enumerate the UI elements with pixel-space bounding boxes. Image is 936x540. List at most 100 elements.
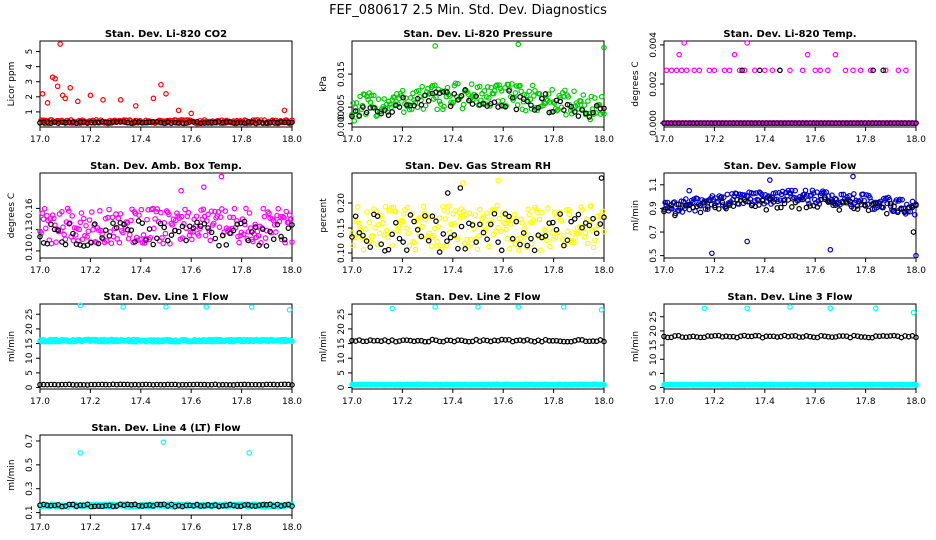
y-tick-label: 0.20	[337, 193, 347, 213]
data-point	[289, 239, 295, 245]
data-point	[425, 98, 432, 104]
data-point	[701, 120, 707, 126]
data-point	[356, 112, 363, 119]
outlier-point	[158, 81, 164, 88]
data-point	[598, 93, 605, 100]
data-point	[509, 81, 515, 87]
chart-panels: Stan. Dev. Li-820 CO2 Licor ppm 17.0 17.2 17…	[7, 29, 926, 533]
x-tick-label: 17.4	[131, 135, 151, 145]
data-point	[733, 190, 740, 197]
data-point	[444, 84, 451, 91]
data-point	[694, 120, 700, 126]
data-point	[66, 381, 73, 388]
data-point	[419, 223, 425, 230]
data-point	[905, 120, 912, 126]
data-point	[579, 206, 585, 213]
outlier-point	[52, 75, 58, 82]
data-point	[789, 333, 795, 339]
y-axis-label: ml/min	[7, 459, 17, 490]
data-point	[407, 337, 414, 344]
data-point	[477, 221, 483, 228]
outlier-point	[880, 67, 887, 74]
data-point	[891, 332, 897, 339]
data-point	[168, 120, 175, 126]
data-point	[357, 224, 363, 230]
outlier-point	[100, 97, 106, 103]
data-point	[367, 105, 374, 111]
data-point	[723, 120, 729, 126]
data-point	[262, 235, 269, 241]
data-point	[40, 119, 47, 125]
x-tick-label: 17.2	[80, 266, 100, 276]
y-tick-label: 25	[337, 309, 347, 320]
outlier-point	[787, 67, 793, 74]
x-tick-label: 17.2	[80, 523, 100, 533]
data-point	[126, 231, 133, 238]
data-point	[157, 220, 164, 227]
data-point	[708, 201, 715, 208]
data-point	[394, 90, 400, 97]
data-point	[484, 84, 491, 90]
data-point	[414, 95, 421, 102]
data-point	[487, 221, 494, 228]
data-point	[465, 91, 472, 97]
outlier-point	[281, 107, 288, 114]
data-point	[88, 239, 94, 246]
data-point	[494, 82, 500, 88]
y-tick-label: 0.15	[337, 218, 347, 238]
data-point	[469, 222, 476, 228]
data-point	[152, 216, 158, 222]
data-point	[894, 120, 901, 126]
data-point	[274, 381, 281, 388]
outlier-point	[882, 67, 889, 74]
data-point	[883, 120, 890, 126]
data-point	[102, 502, 109, 509]
data-point	[601, 338, 607, 345]
x-tick-label: 17.4	[443, 266, 463, 276]
data-point	[372, 225, 378, 231]
data-point	[661, 208, 667, 215]
data-point	[496, 215, 503, 222]
x-tick-label: 18.0	[594, 397, 614, 407]
outlier-point	[678, 67, 685, 74]
data-point	[281, 119, 288, 126]
data-point	[792, 187, 798, 194]
x-tick-label: 17.2	[704, 266, 724, 276]
data-point	[796, 334, 802, 340]
data-point	[601, 111, 607, 117]
data-point	[115, 215, 122, 222]
data-point	[271, 222, 278, 228]
data-point	[451, 91, 458, 97]
data-point	[561, 107, 567, 113]
data-point	[483, 210, 490, 217]
outlier-point	[711, 67, 718, 74]
data-point	[568, 218, 574, 225]
data-point	[428, 243, 435, 249]
data-point	[412, 99, 419, 106]
data-point	[422, 216, 429, 223]
y-tick-label: 0	[649, 384, 659, 390]
data-point	[554, 214, 560, 220]
data-point	[289, 503, 295, 509]
data-point	[241, 218, 248, 225]
outlier-point	[824, 67, 831, 74]
x-tick-label: 17.4	[443, 135, 463, 145]
data-point	[858, 120, 865, 126]
data-point	[506, 245, 513, 252]
data-point	[672, 120, 678, 126]
outlier-point	[75, 98, 81, 105]
data-point	[427, 90, 434, 97]
data-point	[102, 119, 109, 125]
data-point	[532, 87, 538, 94]
data-point	[581, 234, 588, 240]
data-point	[139, 381, 146, 388]
data-points	[37, 439, 295, 510]
data-point	[117, 211, 124, 217]
outlier-point	[246, 450, 252, 456]
data-point	[752, 120, 759, 126]
data-point	[106, 206, 112, 213]
y-axis-label: degrees C	[631, 61, 641, 106]
data-point	[236, 239, 242, 246]
data-point	[737, 333, 744, 339]
data-point	[77, 381, 83, 388]
